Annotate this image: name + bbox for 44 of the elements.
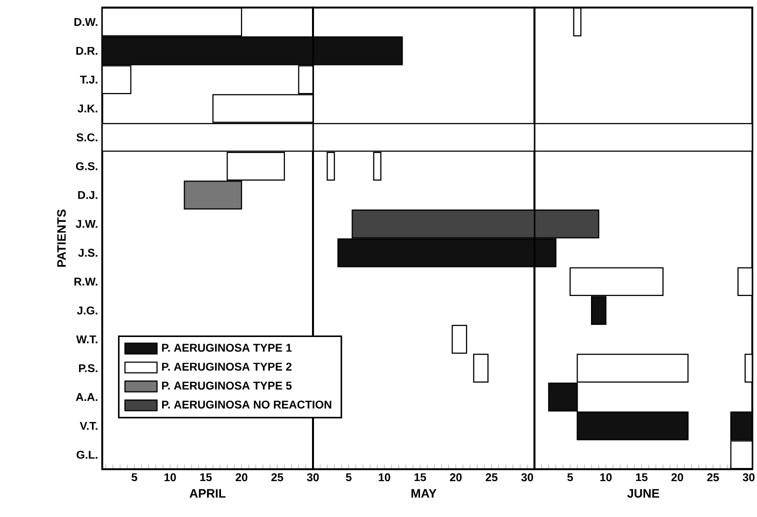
- y-tick-label: J.K.: [78, 104, 98, 112]
- x-tick-label: 10: [600, 473, 612, 482]
- legend-label: P. AERUGINOSA TYPE 2: [162, 362, 292, 371]
- legend-label: P. AERUGINOSA TYPE 1: [162, 344, 292, 352]
- x-tick-label: 25: [271, 473, 284, 482]
- x-tick-label: 30: [742, 473, 755, 482]
- y-tick-label: W.T.: [76, 335, 98, 344]
- x-axis-title: JUNE: [627, 489, 660, 498]
- legend-label: P. AERUGINOSA TYPE 5: [162, 382, 292, 390]
- y-tick-label: S.C.: [76, 133, 98, 142]
- x-tick-label: 20: [450, 473, 462, 482]
- x-axis-title: MAY: [412, 489, 436, 498]
- x-tick-label: 25: [486, 473, 498, 482]
- y-tick-label: V.T.: [80, 422, 98, 430]
- x-tick-label: 5: [346, 473, 352, 482]
- y-tick-label: D.W.: [74, 18, 98, 26]
- y-tick-label: J.W.: [76, 220, 98, 228]
- y-tick-label: P.S.: [79, 364, 98, 372]
- y-tick-label: A.A.: [76, 393, 98, 401]
- x-tick-label: 5: [567, 473, 573, 482]
- y-tick-label: G.S.: [76, 162, 98, 170]
- bar: [473, 354, 489, 382]
- bar: [452, 324, 468, 354]
- x-tick-label: 15: [414, 473, 426, 482]
- x-tick-label: 15: [200, 473, 212, 482]
- x-tick-label: 20: [236, 473, 248, 482]
- x-tick-label: 30: [306, 473, 319, 482]
- y-tick-label: D.J.: [78, 191, 98, 199]
- y-tick-label: G.L.: [76, 450, 98, 459]
- x-tick-label: 10: [164, 473, 176, 482]
- x-axis-title: APRIL: [190, 489, 226, 498]
- x-tick-label: 25: [707, 473, 719, 482]
- y-tick-label: T.J.: [80, 76, 98, 84]
- x-tick-label: 30: [521, 473, 534, 482]
- x-tick-label: 5: [132, 473, 138, 482]
- legend-label: P. AERUGINOSA NO REACTION: [162, 400, 332, 408]
- y-tick-label: J.G.: [76, 306, 98, 314]
- y-tick-label: D.R.: [76, 46, 98, 55]
- x-tick-label: 20: [671, 473, 684, 482]
- y-axis-title: PATIENTS: [57, 209, 66, 267]
- x-tick-label: 15: [636, 473, 648, 482]
- y-tick-label: J.S.: [78, 248, 98, 257]
- x-tick-label: 10: [378, 473, 390, 482]
- y-tick-label: R.W.: [74, 278, 98, 286]
